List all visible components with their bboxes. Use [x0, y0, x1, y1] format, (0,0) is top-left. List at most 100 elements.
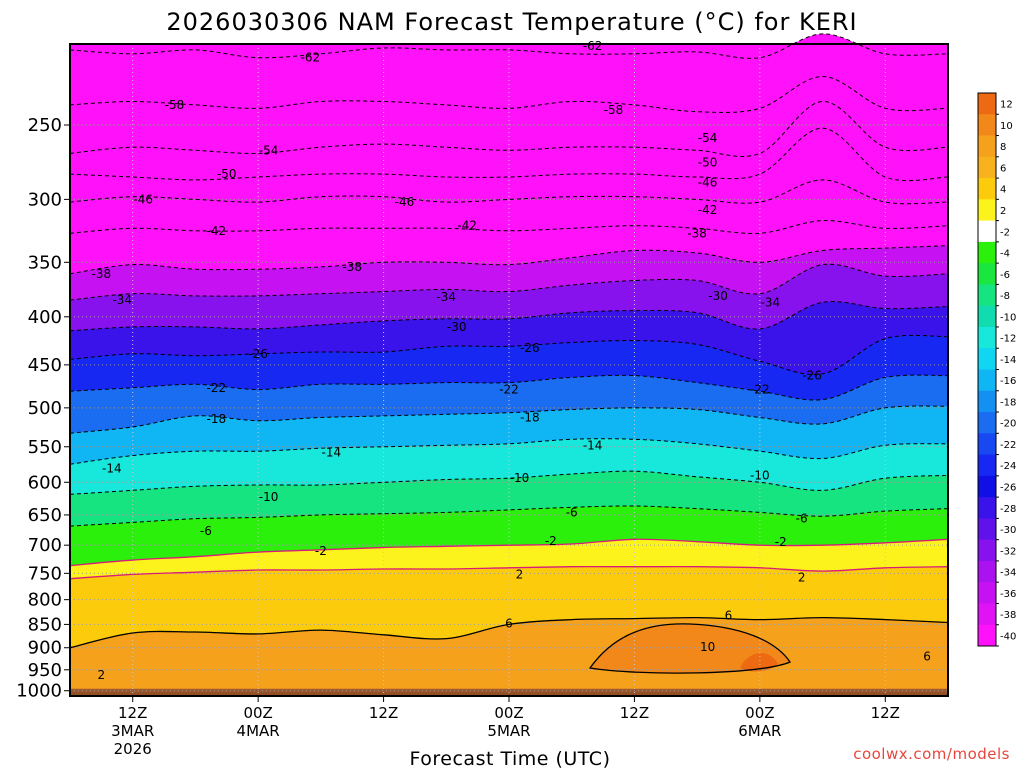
isotherm-2: [69, 566, 949, 580]
isotherm-label: -2: [315, 544, 327, 558]
colorbar-swatch: [978, 156, 996, 179]
isotherm-label: -30: [708, 289, 728, 303]
colorbar-label: 4: [1000, 185, 1006, 196]
colorbar-swatch: [978, 284, 996, 307]
colorbar-swatch: [978, 348, 996, 370]
isotherm-label: -6: [566, 505, 578, 519]
y-axis-pressure: 250 300 350 400 450 500 550 600 650 700 750 800 850 9…: [16, 115, 70, 702]
y-tick-label: 900: [28, 638, 62, 659]
colorbar-label: 12: [1000, 100, 1013, 111]
colorbar-swatch: [978, 241, 996, 264]
isotherm-label: -34: [436, 290, 456, 304]
isotherm-label: -26: [802, 369, 822, 383]
colorbar-label: 2: [1000, 206, 1006, 217]
y-tick-label: 600: [28, 472, 62, 493]
colorbar-swatch: [978, 305, 996, 328]
colorbar-swatch: [978, 624, 996, 647]
isotherm-label: 2: [798, 571, 806, 585]
colorbar-swatch: [978, 582, 996, 604]
x-tick-label: 3MAR: [111, 722, 154, 740]
isotherm-label: -26: [520, 341, 540, 355]
colorbar-label: -14: [1000, 355, 1016, 366]
x-tick-label: 12Z: [620, 704, 649, 722]
isotherm--38: [69, 245, 949, 275]
colorbar-label: -10: [1000, 312, 1016, 323]
isotherm-label: -42: [457, 219, 477, 233]
colorbar-swatch: [978, 560, 996, 583]
isotherm-label: 6: [923, 650, 931, 664]
x-tick-label: 5MAR: [487, 722, 530, 740]
colorbar-label: -28: [1000, 504, 1016, 515]
x-axis-label: Forecast Time (UTC): [410, 748, 611, 768]
x-tick-label: 00Z: [745, 704, 774, 722]
colorbar-legend: 12 10 8 6 4 2 -2 -4 -6 -8 -10 -12 -14 -16 -18 -20 -22 -24…: [977, 92, 1016, 647]
isotherm--14: [69, 438, 949, 465]
colorbar-label: -24: [1000, 461, 1016, 472]
isotherm-label: -6: [796, 512, 808, 526]
colorbar-swatch: [978, 497, 996, 519]
isotherm-label: -22: [499, 382, 519, 396]
colorbar-label: -16: [1000, 376, 1016, 387]
colorbar-label: 8: [1000, 142, 1006, 153]
isotherm--10: [69, 470, 949, 495]
isotherm-label: -2: [775, 535, 787, 549]
y-tick-label: 500: [28, 398, 62, 419]
y-tick-label: 250: [28, 115, 62, 136]
isotherm-label: -46: [395, 195, 415, 209]
colorbar-swatch: [978, 220, 996, 243]
colorbar-label: -34: [1000, 568, 1016, 579]
colorbar-label: -38: [1000, 610, 1016, 621]
colorbar-swatch: [978, 135, 996, 158]
colorbar-swatch: [978, 539, 996, 562]
y-tick-label: 350: [28, 252, 62, 273]
y-tick-label: 700: [28, 535, 62, 556]
isotherm-label: -50: [217, 167, 237, 181]
isotherm--26: [69, 334, 949, 376]
isotherm-label: 6: [505, 616, 513, 630]
isotherm-label: -42: [207, 224, 227, 238]
colorbar-swatch: [978, 475, 996, 498]
colorbar-swatch: [978, 433, 996, 456]
isotherm-label: -38: [342, 260, 362, 274]
colorbar-label: -18: [1000, 397, 1016, 408]
isotherm-6: [69, 616, 949, 649]
isotherm-label: 6: [725, 609, 733, 623]
colorbar-swatch: [978, 114, 996, 137]
colorbar-label: 6: [1000, 163, 1006, 174]
y-tick-label: 400: [28, 307, 62, 328]
isotherm-label: -58: [604, 103, 624, 117]
y-tick-label: 1000: [16, 681, 62, 702]
colorbar-label: -40: [1000, 631, 1016, 642]
isotherm-label: 2: [516, 567, 524, 581]
isotherm-label: -62: [583, 39, 603, 53]
isotherm-label: -22: [207, 381, 227, 395]
y-tick-label: 550: [28, 437, 62, 458]
x-tick-label: 00Z: [243, 704, 272, 722]
isotherm--30: [69, 301, 949, 332]
colorbar-swatch: [978, 454, 996, 477]
isotherm-label: -34: [112, 293, 132, 307]
isotherm-label: -62: [301, 51, 321, 65]
isotherm-label: -42: [698, 203, 718, 217]
colorbar-swatch: [978, 93, 996, 115]
colorbar-label: -6: [1000, 270, 1010, 281]
y-tick-label: 800: [28, 590, 62, 611]
isotherm-label: -38: [92, 267, 112, 281]
colorbar-label: -22: [1000, 440, 1016, 451]
isotherm-label: -50: [698, 155, 718, 169]
colorbar-swatch: [978, 178, 996, 200]
isotherm-label: -14: [322, 446, 342, 460]
y-tick-label: 650: [28, 505, 62, 526]
isotherm-label: -22: [750, 382, 770, 396]
isotherm-label: -46: [698, 176, 718, 190]
colorbar-label: -32: [1000, 546, 1016, 557]
x-tick-label: 6MAR: [738, 722, 781, 740]
isotherm--6: [69, 505, 949, 527]
isotherm--2: [69, 538, 949, 567]
isotherm--18: [69, 405, 949, 434]
isotherm-10: [588, 623, 791, 674]
plot-area: -62-62-58 -58-54-54-50-50-46 -46-46-42 -42-…: [69, 33, 949, 697]
x-tick-label: 12Z: [369, 704, 398, 722]
